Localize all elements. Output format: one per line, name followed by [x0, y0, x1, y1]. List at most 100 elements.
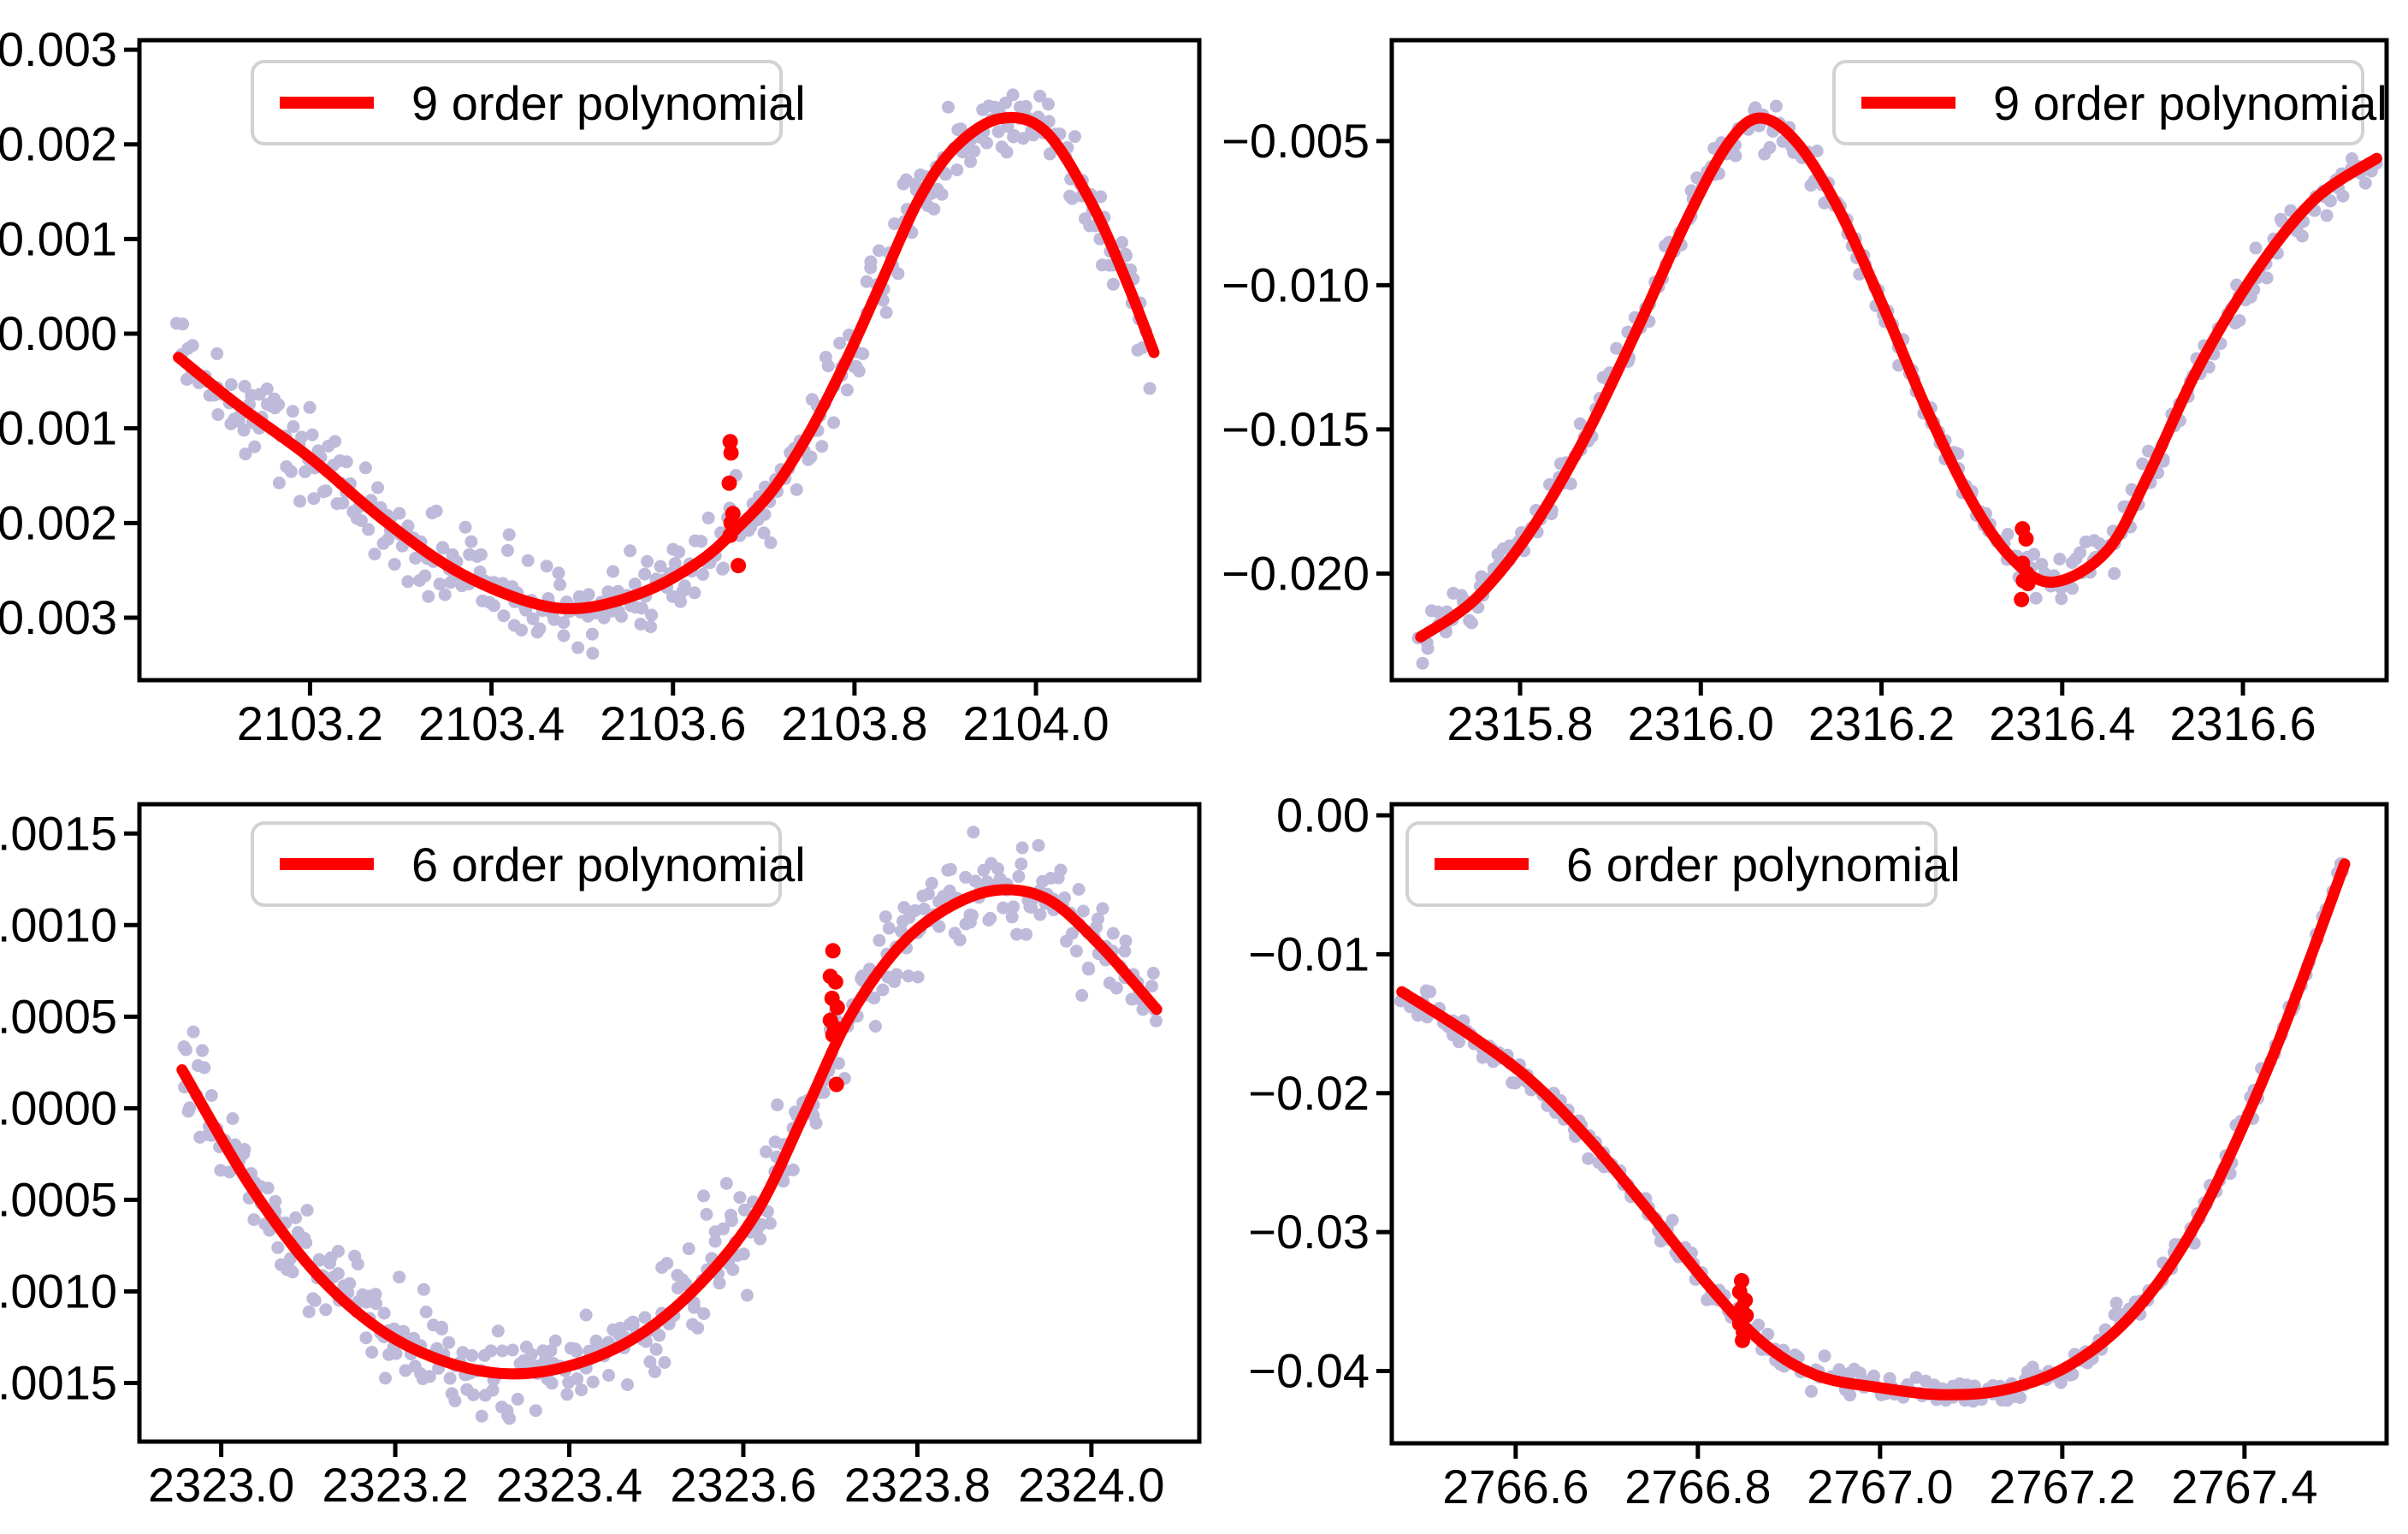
data-point: [953, 933, 967, 947]
data-point: [1096, 902, 1109, 915]
legend-box: [1405, 821, 1938, 907]
data-point: [438, 588, 452, 601]
legend-box: [1832, 60, 2364, 145]
data-point: [716, 562, 730, 576]
data-point: [423, 1370, 436, 1383]
data-point: [1027, 128, 1040, 142]
data-point: [2053, 553, 2067, 566]
data-point: [585, 627, 599, 641]
data-point: [2136, 457, 2150, 471]
data-point: [902, 969, 915, 983]
data-point: [1150, 1014, 1163, 1028]
data-point: [2233, 314, 2246, 328]
x-tick-label: 2766.6: [1442, 1460, 1589, 1513]
data-point: [2001, 528, 2015, 541]
data-point: [1431, 605, 1445, 619]
subplot-bottom-left: 2323.0 2323.2 2323.4 2323.6 2323.8 2324.0 0.00…: [0, 802, 1202, 1512]
data-point: [548, 1334, 562, 1347]
axes-spines: [137, 802, 1202, 1444]
data-point: [2260, 271, 2274, 285]
data-point: [393, 1270, 406, 1284]
data-point: [1033, 89, 1047, 103]
x-tick-label: 2316.6: [2169, 696, 2316, 750]
data-point: [1020, 927, 1033, 941]
data-point: [524, 1347, 538, 1361]
data-point: [696, 567, 710, 581]
data-point: [879, 910, 892, 924]
axis-tick-labels: 2315.8 2316.0 2316.2 2316.4 2316.6 −0.005 −0.0…: [1222, 114, 2316, 750]
data-point: [1423, 985, 1437, 998]
data-point: [371, 481, 384, 495]
data-point: [1019, 99, 1032, 113]
data-point: [401, 575, 415, 589]
data-point: [991, 125, 1005, 139]
outlier-point: [2014, 591, 2030, 607]
axis-ticks: [124, 831, 1094, 1457]
x-tick-label: 2103.8: [781, 696, 927, 750]
data-point: [840, 383, 854, 397]
data-point: [368, 548, 382, 561]
data-point: [733, 1191, 747, 1205]
data-point: [674, 595, 687, 608]
data-point: [868, 1020, 882, 1033]
outlier-point: [723, 445, 739, 461]
y-tick-label: 0.001: [0, 211, 117, 265]
data-point: [237, 423, 251, 437]
data-point: [821, 359, 835, 373]
data-point: [586, 647, 600, 660]
x-tick-label: 2103.6: [600, 696, 746, 750]
legend: 6 order polynomial: [1405, 821, 1961, 907]
data-point: [672, 545, 686, 559]
axis-tick-labels: 2766.6 2766.8 2767.0 2767.2 2767.4 0.00 −0.01 −…: [1248, 788, 2317, 1513]
data-point: [1106, 277, 1120, 291]
data-point: [1033, 908, 1047, 921]
data-point: [1106, 927, 1120, 940]
data-point: [891, 267, 905, 281]
data-point: [2054, 1376, 2068, 1389]
data-point: [677, 579, 691, 593]
data-point: [261, 1182, 275, 1195]
data-point: [521, 554, 535, 567]
axis-ticks: [1376, 139, 2245, 696]
data-point: [1665, 1213, 1679, 1227]
data-point: [645, 608, 659, 622]
x-tick-label: 2323.2: [322, 1458, 468, 1512]
data-point: [557, 629, 571, 643]
data-point: [1867, 1369, 1880, 1383]
data-point: [2295, 229, 2309, 243]
data-point: [682, 1242, 695, 1256]
data-point: [186, 339, 199, 352]
data-point: [307, 492, 321, 506]
data-point: [624, 544, 637, 558]
data-point: [443, 1371, 457, 1385]
data-point: [459, 520, 472, 534]
y-tick-label: −0.003: [0, 590, 117, 644]
data-point: [286, 405, 299, 418]
data-point: [917, 903, 931, 915]
outlier-point: [2018, 530, 2034, 547]
data-point: [204, 1089, 218, 1102]
data-point: [635, 601, 648, 615]
subplot-bottom-right: 2766.6 2766.8 2767.0 2767.2 2767.4 0.00 −0.01 −…: [1248, 788, 2389, 1513]
fit-curve: [173, 111, 1160, 615]
x-tick-label: 2316.0: [1628, 696, 1774, 750]
axis-tick-labels: 2323.0 2323.2 2323.4 2323.6 2323.8 2324.0 0.00…: [0, 806, 1165, 1512]
y-tick-label: −0.01: [1248, 927, 1370, 980]
data-point: [700, 1207, 713, 1221]
data-point: [1416, 656, 1429, 670]
data-point: [888, 217, 902, 231]
y-tick-label: 0.0000: [0, 1081, 117, 1134]
axes-spines: [1389, 38, 2389, 683]
data-point: [474, 548, 488, 561]
y-tick-label: −0.0010: [0, 1264, 117, 1318]
plot-area-bottom-left: [176, 826, 1163, 1425]
data-point: [271, 1241, 285, 1254]
axis-ticks: [124, 47, 1038, 696]
data-point: [247, 1213, 261, 1227]
data-point: [873, 933, 886, 947]
data-point: [1094, 190, 1108, 204]
data-point: [2336, 189, 2350, 203]
data-point: [417, 1282, 430, 1296]
x-tick-label: 2767.2: [1989, 1460, 2135, 1513]
data-point: [586, 1375, 600, 1389]
